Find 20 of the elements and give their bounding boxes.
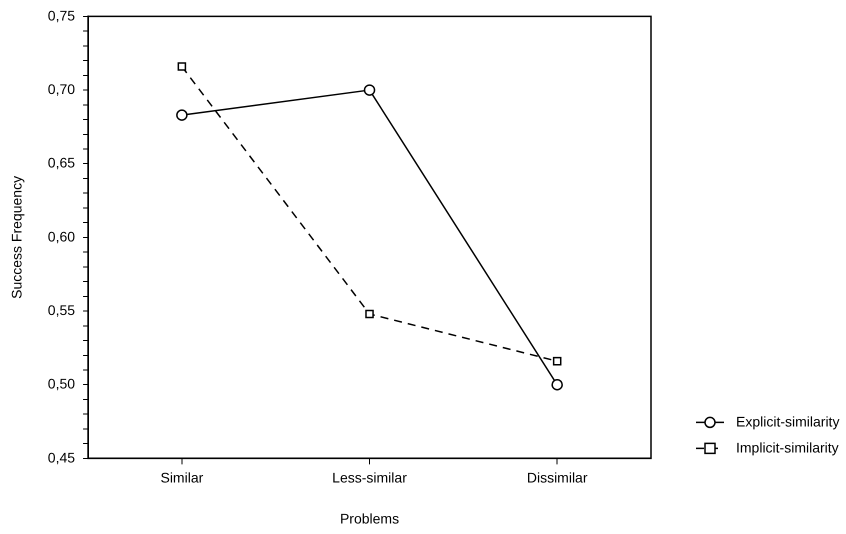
point (178, 62, 186, 71)
x-tick-label: Dissimilar (526, 470, 588, 486)
y-tick-label: 0,70 (48, 80, 76, 97)
y-tick-label: 0,50 (48, 376, 76, 392)
legend-label: Explicit-similarity (736, 413, 840, 430)
x-tick-label: Similar (160, 470, 204, 486)
y-tick-label: 0,75 (48, 7, 76, 24)
point (551, 378, 563, 390)
y-tick-label: 0,45 (48, 449, 76, 466)
point (176, 109, 188, 121)
point (364, 84, 376, 96)
y-axis-title: Success Frequency (8, 176, 24, 299)
point (552, 356, 562, 366)
y-tick-label: 0,55 (48, 302, 76, 318)
legend-label: Implicit-similarity (736, 439, 839, 456)
y-tick-label: 0,65 (48, 154, 76, 171)
x-tick-label: Less-similar (332, 470, 408, 486)
point (365, 310, 374, 318)
x-axis-title: Problems (340, 510, 400, 526)
y-tick-label: 0,60 (48, 228, 76, 244)
